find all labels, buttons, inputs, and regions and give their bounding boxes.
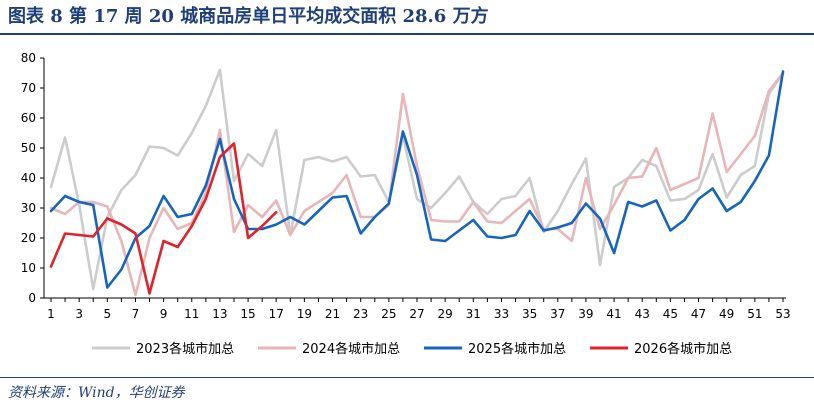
x-tick-label: 1: [47, 307, 55, 321]
x-tick-label: 7: [132, 307, 140, 321]
x-tick-label: 21: [325, 307, 340, 321]
x-tick-label: 35: [522, 307, 537, 321]
y-tick-label: 10: [21, 261, 36, 275]
y-tick-label: 60: [21, 111, 36, 125]
title-underline: [0, 33, 814, 35]
y-tick-label: 80: [21, 51, 36, 65]
x-tick-label: 45: [663, 307, 678, 321]
x-tick-label: 51: [747, 307, 762, 321]
series-line-3: [49, 70, 785, 289]
x-tick-label: 49: [719, 307, 734, 321]
x-tick-label: 47: [691, 307, 706, 321]
x-tick-label: 25: [381, 307, 396, 321]
legend-label-2: 2024各城市加总: [302, 341, 400, 357]
x-tick-label: 41: [606, 307, 621, 321]
x-tick-label: 11: [184, 307, 199, 321]
source-note: 资料来源：Wind，华创证券: [8, 385, 185, 401]
legend-label-4: 2026各城市加总: [634, 341, 732, 357]
x-tick-label: 53: [775, 307, 790, 321]
x-tick-label: 9: [160, 307, 168, 321]
y-tick-label: 50: [21, 141, 36, 155]
y-tick-label: 40: [21, 171, 36, 185]
x-tick-label: 33: [494, 307, 509, 321]
x-tick-label: 39: [578, 307, 593, 321]
y-tick-label: 20: [21, 231, 36, 245]
x-tick-label: 31: [466, 307, 481, 321]
y-tick-label: 70: [21, 81, 36, 95]
figure-title: 图表 8 第 17 周 20 城商品房单日平均成交面积 28.6 万方: [8, 6, 489, 27]
series-line-4: [49, 142, 278, 295]
series-line-1: [49, 68, 785, 291]
x-tick-label: 13: [212, 307, 227, 321]
legend-label-1: 2023各城市加总: [136, 341, 234, 357]
footer-rule: [0, 377, 814, 378]
series-line-2: [49, 71, 785, 297]
x-tick-label: 23: [353, 307, 368, 321]
chart-legend: 2023各城市加总 2024各城市加总 2025各城市加总 2026各城市加总: [92, 341, 732, 357]
x-tick-label: 5: [103, 307, 111, 321]
x-tick-label: 27: [409, 307, 424, 321]
x-tick-label: 43: [635, 307, 650, 321]
y-tick-label: 30: [21, 201, 36, 215]
chart-series: [49, 68, 785, 297]
x-tick-label: 37: [550, 307, 565, 321]
x-tick-label: 15: [240, 307, 255, 321]
x-tick-label: 29: [438, 307, 453, 321]
legend-label-3: 2025各城市加总: [468, 341, 566, 357]
y-tick-label: 0: [28, 291, 36, 305]
x-tick-label: 3: [75, 307, 83, 321]
x-tick-label: 17: [269, 307, 284, 321]
x-tick-label: 19: [297, 307, 312, 321]
